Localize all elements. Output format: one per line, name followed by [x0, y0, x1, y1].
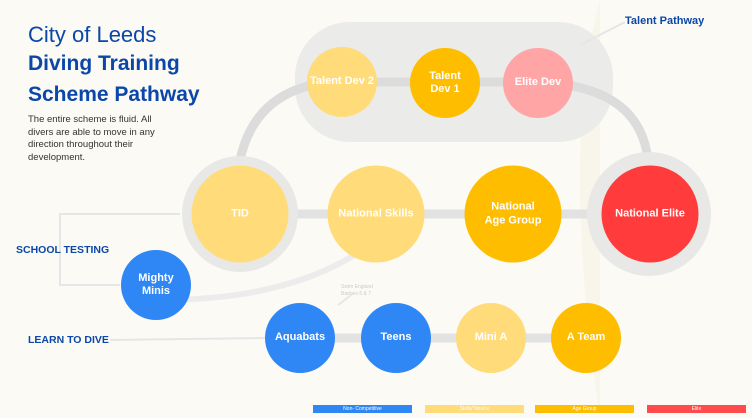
badges-note-line-2: Badges 6 & 7: [341, 291, 372, 297]
node-mini-a: Mini A: [456, 303, 526, 373]
legend-age-group: Age Group: [535, 405, 634, 413]
legend-skills-novice: Skills/ Novice: [425, 405, 524, 413]
node-national-skills: National Skills: [327, 165, 425, 263]
description: The entire scheme is fluid. All divers a…: [28, 114, 155, 163]
title-line-3: Scheme Pathway: [28, 83, 200, 106]
node-teens: Teens: [361, 303, 431, 373]
node-national-age-group: National Age Group: [464, 165, 562, 263]
node-mighty-minis: Mighty Minis: [121, 250, 191, 320]
legend-elite: Elite: [647, 405, 746, 413]
legend-non-competitive: Non- Competitive: [313, 405, 412, 413]
talent-pathway-label: Talent Pathway: [625, 15, 705, 27]
badges-note-line-1: Swim England: [341, 284, 373, 290]
title-line-1: City of Leeds: [28, 22, 157, 47]
node-talent-dev-1: Talent Dev 1: [410, 48, 480, 118]
badges-note: Swim England Badges 6 & 7: [341, 284, 373, 298]
learn-to-dive-label: LEARN TO DIVE: [28, 334, 109, 346]
node-tid: TID: [191, 165, 289, 263]
node-talent-dev-2: Talent Dev 2: [307, 47, 377, 117]
school-testing-label: SCHOOL TESTING: [16, 244, 110, 256]
node-national-elite: National Elite: [601, 165, 699, 263]
title-line-2: Diving Training: [28, 52, 180, 75]
node-elite-dev: Elite Dev: [503, 48, 573, 118]
node-aquabats: Aquabats: [265, 303, 335, 373]
node-a-team: A Team: [551, 303, 621, 373]
